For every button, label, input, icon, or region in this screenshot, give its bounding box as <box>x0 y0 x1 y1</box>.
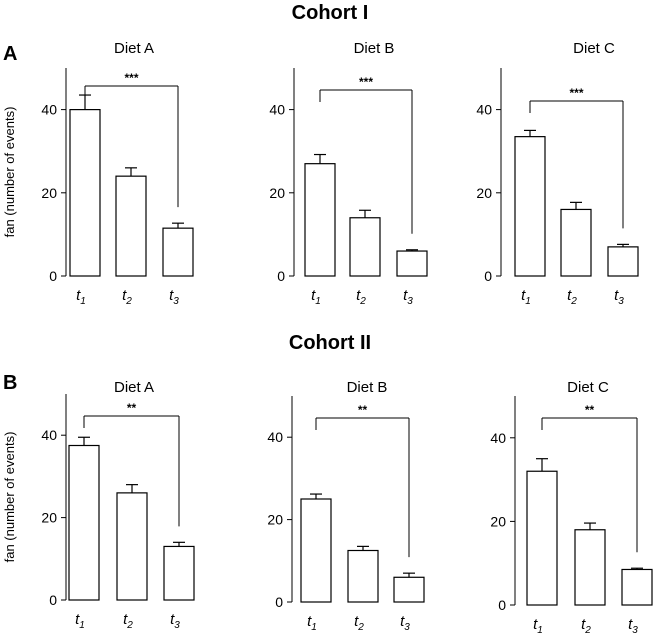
chart-title: Diet C <box>567 379 609 396</box>
x-category-label: t3 <box>614 287 624 307</box>
bar-t1 <box>68 444 100 601</box>
x-category-label: t1 <box>311 287 321 307</box>
bar-t3 <box>162 227 194 277</box>
significance-label: *** <box>124 71 138 85</box>
x-category-label: t1 <box>533 616 543 635</box>
significance-label: *** <box>359 75 373 89</box>
y-tick-label: 40 <box>490 430 506 446</box>
x-category-label: t3 <box>628 616 638 635</box>
y-tick-label: 20 <box>41 510 57 526</box>
x-category-label: t1 <box>75 611 85 631</box>
x-category-label: t1 <box>307 613 317 633</box>
bar-t1 <box>300 498 332 603</box>
bar-t1 <box>304 163 336 277</box>
y-tick-label: 0 <box>49 592 57 608</box>
y-tick-label: 40 <box>476 102 492 118</box>
y-tick-label: 40 <box>269 102 285 118</box>
significance-label: *** <box>569 86 583 100</box>
y-tick-label: 40 <box>41 102 57 118</box>
x-category-label: t2 <box>581 616 591 635</box>
bar-t3 <box>393 576 425 603</box>
chart-panel-2: Diet B 0 20 40 t1 t2 t3 *** <box>269 40 428 307</box>
chart-panel-5: Diet B 0 20 40 t1 t2 t3 ** <box>267 379 425 633</box>
y-tick-label: 40 <box>41 427 57 443</box>
x-category-label: t3 <box>403 287 413 307</box>
bar-t2 <box>347 549 379 603</box>
bar-t2 <box>116 492 148 601</box>
cohort-2-title: Cohort II <box>289 332 371 354</box>
chart-title: Diet A <box>114 379 154 396</box>
x-category-label: t2 <box>123 611 133 631</box>
chart-panel-6: Diet C 0 20 40 t1 t2 t3 ** <box>490 379 653 635</box>
chart-panel-1: Diet A 0 20 40 fan (number of events) t1 t2 t3 *… <box>2 40 194 307</box>
bar-t2 <box>349 217 381 277</box>
x-category-label: t3 <box>400 613 410 633</box>
panel-b-letter: B <box>3 372 17 394</box>
cohort-1-title: Cohort I <box>292 2 369 24</box>
chart-title: Diet B <box>347 379 388 396</box>
x-category-label: t2 <box>567 287 577 307</box>
bar-t3 <box>396 250 428 277</box>
x-category-label: t3 <box>169 287 179 307</box>
x-category-label: t1 <box>521 287 531 307</box>
y-tick-label: 0 <box>484 268 492 284</box>
chart-panel-4: Diet A 0 20 40 fan (number of events) t1 t2 t3 *… <box>2 379 195 631</box>
y-tick-label: 0 <box>498 597 506 613</box>
bar-t1 <box>69 108 101 277</box>
y-tick-label: 40 <box>267 429 283 445</box>
y-tick-label: 20 <box>41 185 57 201</box>
significance-label: ** <box>358 403 368 417</box>
chart-title: Diet A <box>114 40 154 57</box>
bar-t1 <box>526 470 558 606</box>
y-tick-label: 20 <box>490 513 506 529</box>
x-category-label: t3 <box>170 611 180 631</box>
bar-t2 <box>574 529 606 606</box>
x-category-label: t2 <box>122 287 132 307</box>
panel-a-letter: A <box>3 43 17 65</box>
x-category-label: t2 <box>354 613 364 633</box>
bar-t1 <box>514 136 546 277</box>
chart-title: Diet B <box>354 40 395 57</box>
y-tick-label: 20 <box>476 185 492 201</box>
y-tick-label: 20 <box>267 512 283 528</box>
bar-t2 <box>115 175 147 277</box>
y-tick-label: 20 <box>269 185 285 201</box>
bar-t2 <box>560 208 592 277</box>
bar-t3 <box>607 246 639 277</box>
y-tick-label: 0 <box>49 268 57 284</box>
significance-label: ** <box>127 401 137 415</box>
y-axis-label: fan (number of events) <box>2 432 17 563</box>
y-axis-label: fan (number of events) <box>2 107 17 238</box>
chart-title: Diet C <box>573 40 615 57</box>
y-tick-label: 0 <box>277 268 285 284</box>
significance-label: ** <box>585 403 595 417</box>
bar-t3 <box>621 568 653 606</box>
y-tick-label: 0 <box>275 594 283 610</box>
x-category-label: t1 <box>76 287 86 307</box>
x-category-label: t2 <box>356 287 366 307</box>
chart-panel-3: Diet C 0 20 40 t1 t2 t3 *** <box>476 40 639 307</box>
bar-t3 <box>163 545 195 601</box>
